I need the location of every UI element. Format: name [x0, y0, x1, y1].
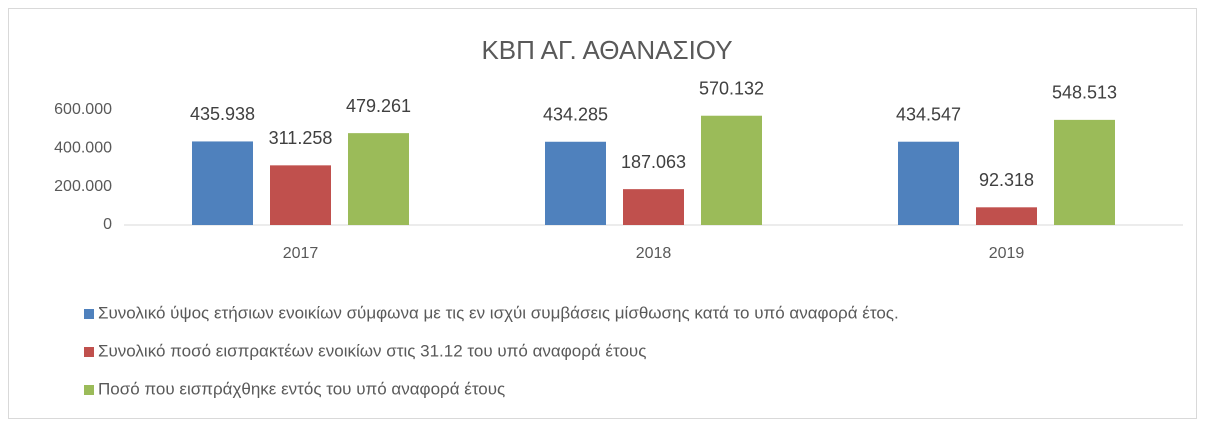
value-label: 570.132	[699, 78, 764, 98]
x-tick-label: 2019	[989, 245, 1025, 262]
value-label: 92.318	[979, 170, 1034, 190]
y-tick-label: 400.000	[54, 140, 112, 157]
y-tick-label: 0	[103, 216, 112, 233]
value-label: 187.063	[621, 152, 686, 172]
legend-swatch	[84, 309, 94, 319]
value-label: 434.285	[543, 105, 608, 125]
y-tick-label: 200.000	[54, 178, 112, 195]
legend-label: Συνολικό ποσό εισπρακτέων ενοικίων στις …	[98, 341, 646, 360]
bar	[192, 141, 253, 225]
bar	[1054, 119, 1115, 225]
value-label: 434.547	[896, 104, 961, 124]
x-tick-label: 2017	[283, 245, 319, 262]
legend-label: Συνολικό ύψος ετήσιων ενοικίων σύμφωνα μ…	[98, 303, 899, 322]
value-label: 311.258	[269, 128, 333, 148]
value-label: 435.938	[190, 104, 255, 124]
value-label: 479.261	[346, 96, 411, 116]
bar	[623, 189, 684, 225]
legend-swatch	[84, 347, 94, 357]
bar	[898, 141, 959, 225]
value-label: 548.513	[1052, 83, 1117, 103]
bar	[701, 115, 762, 225]
bar	[545, 141, 606, 225]
bar	[270, 165, 331, 225]
legend-label: Ποσό που εισπράχθηκε εντός του υπό αναφο…	[98, 379, 505, 398]
y-tick-label: 600.000	[54, 101, 112, 118]
legend-swatch	[84, 385, 94, 395]
bar	[348, 133, 409, 225]
x-tick-label: 2018	[636, 245, 672, 262]
chart-title: ΚΒΠ ΑΓ. ΑΘΑΝΑΣΙΟΥ	[481, 35, 732, 65]
bar	[976, 207, 1037, 225]
